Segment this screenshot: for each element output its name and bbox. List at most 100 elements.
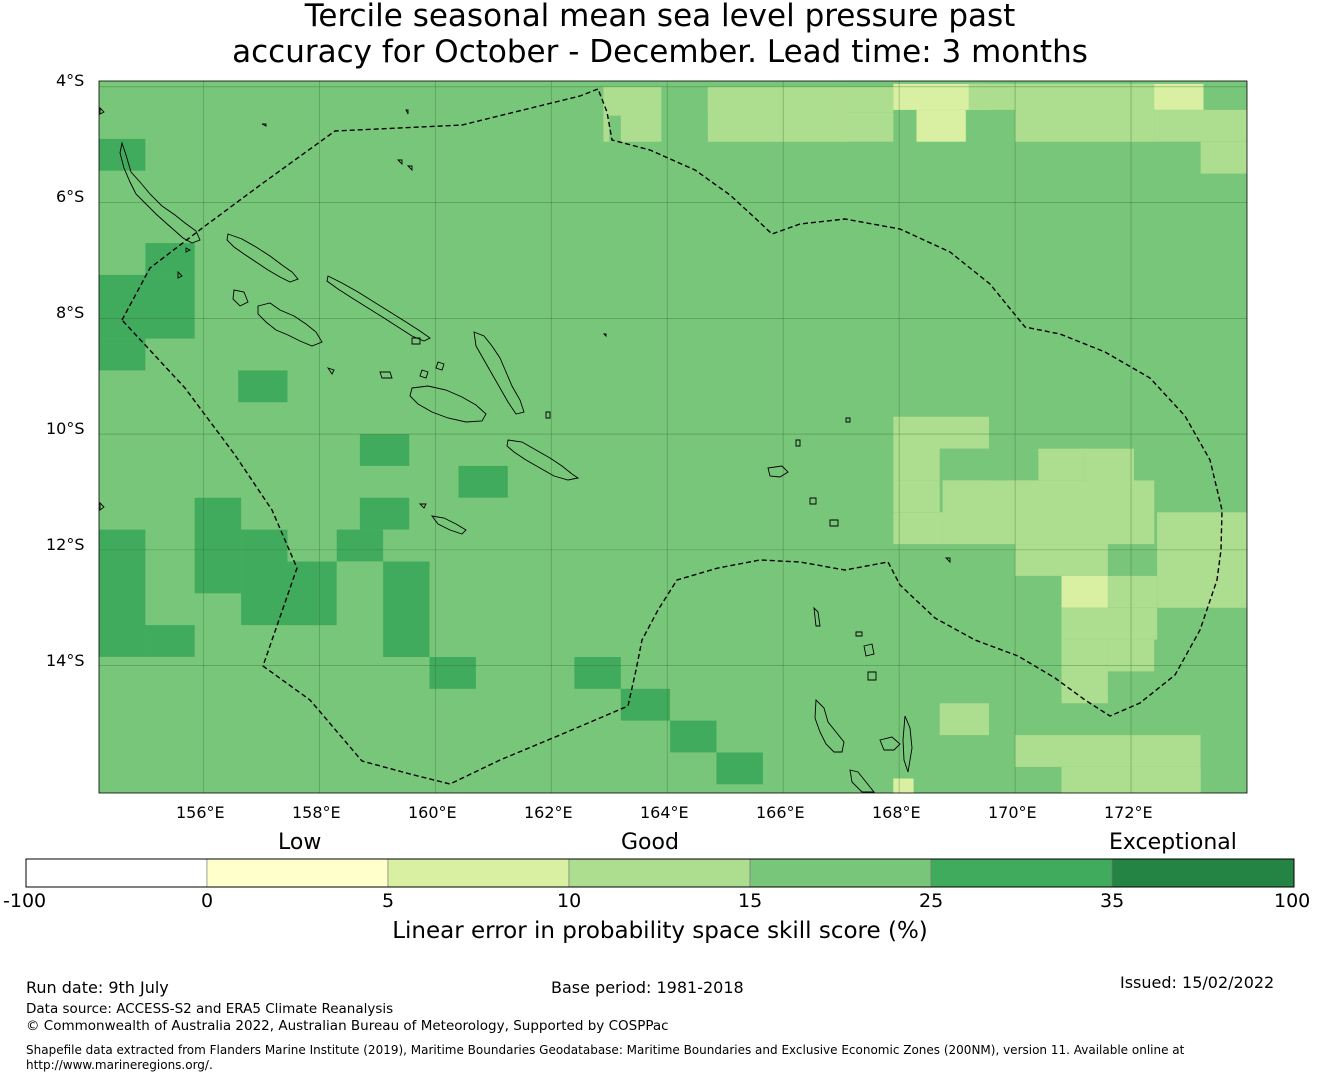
skill-cell — [1157, 512, 1247, 608]
skill-cell — [939, 703, 989, 736]
skill-cell — [574, 657, 621, 689]
lon-label: 156°E — [176, 803, 225, 822]
skill-cell — [145, 243, 195, 275]
coast-pentecost — [902, 715, 913, 773]
skill-cell — [1154, 83, 1204, 110]
lat-label: 6°S — [56, 187, 85, 206]
map-background — [99, 81, 1247, 793]
colorbar-tick: 5 — [382, 890, 395, 912]
data-source: Data source: ACCESS-S2 and ERA5 Climate … — [26, 1001, 394, 1017]
skill-cell — [1015, 83, 1155, 142]
coast-malaita — [473, 331, 525, 415]
skill-cell — [670, 720, 717, 753]
colorbar-header-exceptional: Exceptional — [1109, 830, 1237, 855]
colorbar-swatch — [568, 858, 751, 888]
lat-label: 4°S — [56, 71, 85, 90]
colorbar — [25, 858, 1295, 888]
map-frame — [98, 80, 1248, 794]
skill-cell — [1107, 575, 1158, 608]
map-title-line-1: Tercile seasonal mean sea level pressure… — [304, 0, 1016, 34]
lat-label: 14°S — [46, 651, 85, 670]
copyright: © Commonwealth of Australia 2022, Austra… — [26, 1018, 669, 1034]
lon-label: 172°E — [1104, 803, 1153, 822]
skill-cell — [893, 778, 914, 793]
colorbar-tick: 25 — [919, 890, 944, 912]
colorbar-swatch — [25, 858, 208, 888]
coast-efate — [849, 769, 875, 793]
skill-cell — [458, 465, 508, 498]
graticule — [99, 81, 1247, 793]
coast-vella-lavella — [232, 289, 249, 307]
base-period: Base period: 1981-2018 — [551, 978, 744, 997]
lon-label: 162°E — [524, 803, 573, 822]
eez-boundary — [121, 88, 1223, 785]
skill-cell — [99, 274, 195, 339]
coast-choiseul — [226, 233, 299, 283]
skill-cell — [241, 529, 288, 626]
lat-label: 12°S — [46, 535, 85, 554]
lon-label: 164°E — [640, 803, 689, 822]
skill-cell — [609, 115, 621, 142]
coast-santa-isabel — [326, 275, 431, 342]
skill-cell — [194, 497, 242, 594]
skill-cell — [99, 529, 146, 657]
colorbar-header-good: Good — [621, 830, 679, 855]
skill-cell — [1038, 448, 1085, 481]
skill-cell — [716, 752, 763, 785]
colorbar-swatch — [749, 858, 932, 888]
lat-label: 8°S — [56, 303, 85, 322]
skill-cell — [1061, 607, 1158, 640]
coast-small-islands — [99, 106, 951, 681]
shapefile-credit: Shapefile data extracted from Flanders M… — [26, 1043, 1185, 1057]
map-title-line-2: accuracy for October - December. Lead ti… — [232, 34, 1088, 70]
skill-cell — [1061, 575, 1108, 608]
shapefile-url: http://www.marineregions.org/. — [26, 1058, 213, 1072]
skill-cell — [620, 688, 671, 721]
skill-cell — [1200, 141, 1247, 174]
skill-cell — [893, 480, 940, 513]
lon-label: 158°E — [292, 803, 341, 822]
lon-label: 166°E — [756, 803, 805, 822]
colorbar-swatch — [206, 858, 389, 888]
skill-cell — [968, 83, 1016, 110]
colorbar-tick: 10 — [557, 890, 582, 912]
coast-guadalcanal — [409, 385, 487, 423]
colorbar-tick: 35 — [1100, 890, 1125, 912]
skill-cell — [359, 497, 410, 530]
skill-cell — [846, 112, 894, 142]
skill-cell — [336, 529, 384, 562]
colorbar-tick: 100 — [1274, 890, 1311, 912]
colorbar-tick: -100 — [3, 890, 47, 912]
skill-cell — [145, 625, 195, 657]
skill-cell — [707, 86, 847, 113]
lon-label: 170°E — [988, 803, 1037, 822]
coast-malekula — [879, 736, 901, 751]
coast-bougainville — [119, 141, 201, 244]
coastlines — [99, 106, 951, 793]
coast-new-georgia — [257, 302, 323, 347]
skill-cell — [846, 86, 894, 113]
colorbar-tick: 0 — [201, 890, 214, 912]
lon-label: 160°E — [408, 803, 457, 822]
skill-cell — [1015, 480, 1155, 545]
coast-rennell — [430, 515, 467, 535]
skill-cell — [1061, 639, 1108, 704]
skill-cell — [939, 448, 989, 481]
lon-label: 168°E — [872, 803, 921, 822]
colorbar-swatch — [387, 858, 570, 888]
coast-santa-cruz — [767, 465, 789, 478]
skill-cell — [99, 338, 146, 371]
colorbar-swatch — [930, 858, 1113, 888]
issued-date: Issued: 15/02/2022 — [1120, 973, 1275, 992]
skill-cell — [1154, 109, 1247, 142]
coast-makira — [506, 439, 580, 481]
colorbar-tick: 15 — [738, 890, 763, 912]
skill-cell — [287, 561, 337, 626]
skill-cell — [359, 434, 410, 466]
colorbar-label: Linear error in probability space skill … — [392, 918, 928, 944]
lat-label: 10°S — [46, 419, 85, 438]
colorbar-header-low: Low — [278, 830, 322, 855]
colorbar-frame — [25, 858, 1295, 888]
skill-cell — [893, 512, 943, 545]
